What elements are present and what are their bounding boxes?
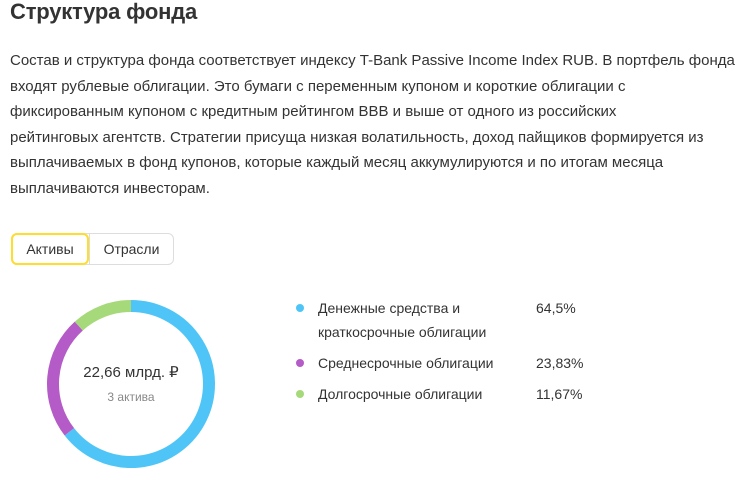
description-line: Состав и структура фонда соответствует и… [10,52,735,69]
description-line: выплачиваются инвесторам. [10,179,210,197]
legend-item-medium-term: Среднесрочные облигации 23,83% [296,351,596,375]
legend-label-line: Долгосрочные облигации [318,386,483,402]
section-title: Структура фонда [10,0,197,24]
donut-assets-count: 3 актива [107,390,155,404]
legend-dot [296,304,304,312]
fund-description: Состав и структура фонда соответствует и… [10,48,735,201]
tab-assets[interactable]: Активы [11,233,89,265]
legend-label: Денежные средства и краткосрочные облига… [318,296,518,344]
legend-label-line: краткосрочные облигации [318,324,487,340]
structure-tabs: Активы Отрасли [11,233,174,265]
legend-dot [296,390,304,398]
legend-item-cash: Денежные средства и краткосрочные облига… [296,296,596,344]
legend-item-long-term: Долгосрочные облигации 11,67% [296,382,596,406]
description-line: выплачиваемых в фонд купонов, которые ка… [10,154,664,171]
legend-label-line: Денежные средства и [318,300,461,316]
legend-value: 64,5% [536,300,576,316]
tab-sectors[interactable]: Отрасли [89,234,173,264]
slice-medium-term [47,321,83,436]
description-line: входят рублевые облигации. Это бумаги с … [10,77,626,95]
slice-long-term [74,300,132,331]
legend-label-line: Среднесрочные облигации [318,355,494,371]
legend-dot [296,359,304,367]
donut-total-amount: 22,66 млрд. ₽ [83,364,179,381]
slice-cash [64,300,215,468]
description-line: фиксированным купоном с кредитным рейтин… [10,103,617,120]
donut-chart-svg [47,300,215,468]
chart-legend: Денежные средства и краткосрочные облига… [296,296,596,413]
legend-value: 23,83% [536,355,584,371]
donut-chart: 22,66 млрд. ₽ 3 актива [45,298,217,470]
legend-label: Долгосрочные облигации [318,382,518,406]
legend-label: Среднесрочные облигации [318,351,518,375]
description-line: рейтинговых агентств. Стратегии присуща … [10,128,704,146]
legend-value: 11,67% [536,386,583,402]
